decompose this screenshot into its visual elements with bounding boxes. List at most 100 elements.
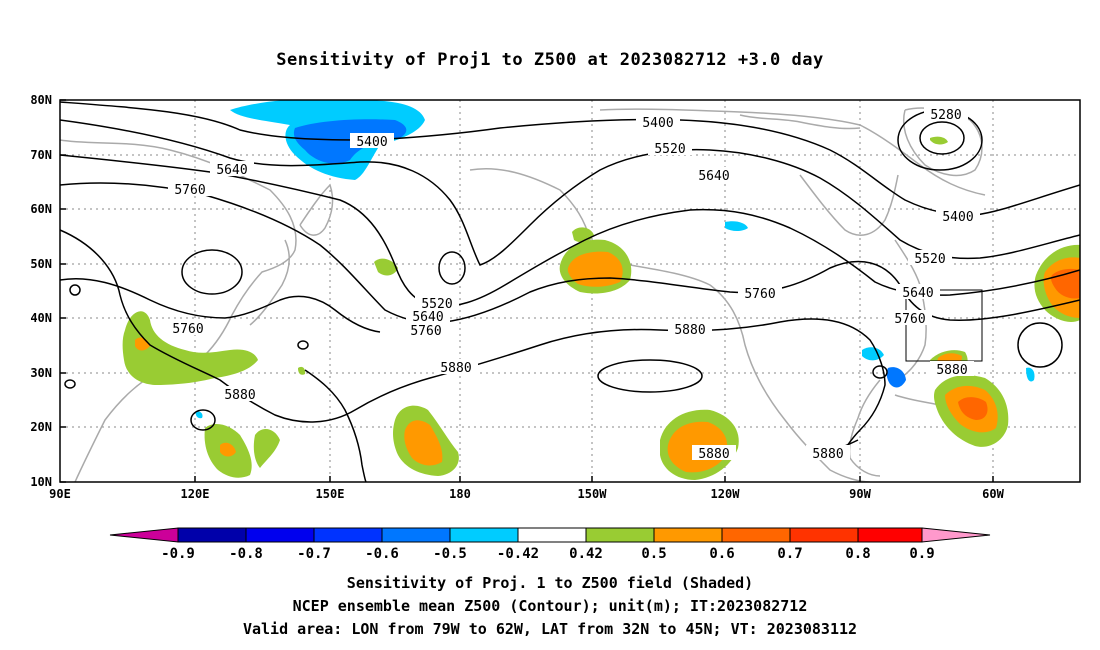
contour-5880-south [304, 369, 367, 482]
contour-label: 5760 [410, 324, 441, 339]
contour-small-5 [64, 379, 76, 389]
colorbar-label: -0.6 [365, 546, 399, 562]
colorbar: -0.9 -0.8 -0.7 -0.6 -0.5 -0.42 0.42 0.5 … [109, 527, 991, 562]
colorbar-label: -0.7 [297, 546, 331, 562]
colorbar-segment [517, 527, 587, 543]
contour-label: 5880 [936, 363, 967, 378]
colorbar-label: 0.9 [909, 546, 934, 562]
contour-label: 5880 [674, 323, 705, 338]
lat-label: 20N [30, 420, 52, 434]
positive-area-tropical-1-mid [404, 420, 443, 466]
colorbar-label: 0.6 [709, 546, 734, 562]
colorbar-label: -0.9 [161, 546, 195, 562]
contour-label: 5400 [942, 210, 973, 225]
colorbar-segment [177, 527, 247, 543]
hudson-bay-coast [799, 174, 899, 236]
colorbar-label: -0.42 [497, 546, 539, 562]
colorbar-label: 0.42 [569, 546, 603, 562]
positive-area-greenland [930, 136, 948, 145]
gulf-coast [848, 379, 881, 477]
contour-label: 5880 [698, 447, 729, 462]
lon-label: 90E [49, 487, 71, 501]
contour-label-group: 5400 5280 5640 5400 5520 5760 5640 5400 … [166, 106, 980, 462]
colorbar-left-triangle [109, 527, 179, 543]
east-asia-coast [60, 139, 297, 482]
contour-high-small [438, 251, 466, 285]
contour-high-atlantic [1017, 322, 1063, 368]
negative-area-atlantic [1026, 367, 1035, 382]
contour-label: 5760 [894, 312, 925, 327]
positive-area-small-1 [374, 258, 398, 276]
japan-coast [249, 239, 290, 326]
colorbar-label: -0.5 [433, 546, 467, 562]
colorbar-label: 0.7 [777, 546, 802, 562]
negative-area-pacific-1 [725, 221, 748, 231]
kamchatka-coast [299, 183, 334, 236]
contour-label: 5640 [902, 286, 933, 301]
longitude-labels: 90E 120E 150E 180 150W 120W 90W 60W [49, 487, 1004, 501]
contour-label: 5640 [698, 169, 729, 184]
colorbar-right-triangle [921, 527, 991, 543]
map-frame [59, 99, 1081, 483]
lon-label: 150W [578, 487, 608, 501]
contour-5640 [60, 154, 1080, 308]
lat-label: 60N [30, 202, 52, 216]
lon-label: 60W [982, 487, 1004, 501]
contour-label: 5760 [744, 287, 775, 302]
colorbar-segment [245, 527, 315, 543]
contour-label: 5280 [930, 108, 961, 123]
colorbar-segment [313, 527, 383, 543]
axis-ticks [60, 99, 994, 483]
contour-label: 5520 [654, 142, 685, 157]
contour-label: 5640 [216, 163, 247, 178]
lon-label: 120E [181, 487, 210, 501]
contour-label: 5400 [642, 116, 673, 131]
colorbar-label: -0.8 [229, 546, 263, 562]
contour-label: 5880 [224, 388, 255, 403]
contour-label: 5760 [174, 183, 205, 198]
colorbar-segment [789, 527, 859, 543]
colorbar-segment [721, 527, 791, 543]
positive-area-west-pacific-1 [122, 311, 258, 385]
positive-area-west-pacific-3 [253, 428, 280, 468]
colorbar-label: 0.8 [845, 546, 870, 562]
arctic-islands-coast [739, 114, 861, 130]
lon-label: 90W [849, 487, 871, 501]
lat-label: 10N [30, 475, 52, 489]
contour-small-1 [297, 340, 309, 350]
colorbar-segment [653, 527, 723, 543]
colorbar-segment [381, 527, 451, 543]
caption-line: Sensitivity of Proj. 1 to Z500 field (Sh… [346, 574, 754, 592]
contour-label: 5640 [412, 310, 443, 325]
lon-label: 180 [449, 487, 471, 501]
contour-small-2 [872, 365, 888, 379]
negative-area-florida [886, 367, 906, 388]
caption-line: NCEP ensemble mean Z500 (Contour); unit(… [292, 597, 808, 615]
negative-area-pacific-2 [862, 347, 884, 361]
contour-5760-west [60, 277, 381, 333]
colorbar-label: 0.5 [641, 546, 666, 562]
colorbar-segment [857, 527, 923, 543]
contour-label: 5520 [914, 252, 945, 267]
canada-north-coast [599, 108, 986, 196]
positive-area-small-2 [298, 366, 306, 375]
contour-small-3 [190, 409, 216, 431]
lon-label: 120W [711, 487, 741, 501]
contour-label: 5400 [356, 135, 387, 150]
lat-label: 30N [30, 366, 52, 380]
positive-area-west-pacific-2-mid [220, 442, 236, 457]
contour-high-central [597, 359, 703, 393]
contour-high-pacific [181, 249, 243, 295]
lat-label: 50N [30, 257, 52, 271]
contour-label: 5880 [440, 361, 471, 376]
contour-5520-arctic [60, 119, 1080, 266]
lon-label: 150E [316, 487, 345, 501]
contour-label: 5880 [812, 447, 843, 462]
lat-label: 80N [30, 93, 52, 107]
z500-contours [60, 101, 1080, 482]
lat-label: 40N [30, 311, 52, 325]
colorbar-segment [449, 527, 519, 543]
contour-5880 [60, 229, 886, 456]
negative-area-small [195, 411, 203, 419]
